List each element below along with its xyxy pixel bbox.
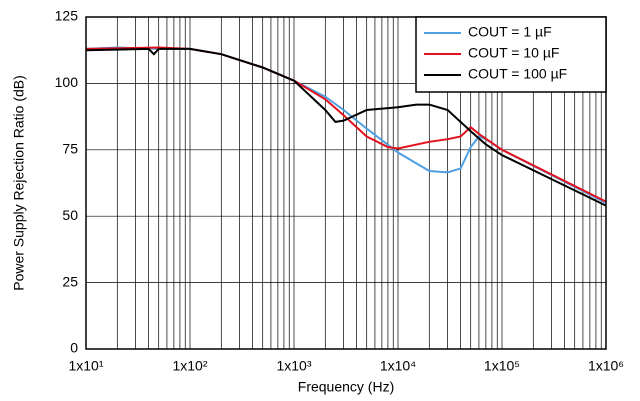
- y-tick-label: 50: [62, 207, 78, 223]
- legend-label: COUT = 10 µF: [468, 45, 559, 61]
- x-tick-label: 1x10⁶: [588, 358, 624, 374]
- x-axis-label: Frequency (Hz): [298, 379, 394, 395]
- y-tick-label: 75: [62, 141, 78, 157]
- x-tick-label: 1x10⁵: [484, 358, 520, 374]
- plot-frame: [85, 16, 607, 350]
- y-tick-label: 100: [55, 74, 79, 90]
- y-axis-label: Power Supply Rejection Ratio (dB): [11, 75, 27, 291]
- line: [85, 47, 607, 207]
- x-tick-label: 1x10³: [276, 358, 311, 374]
- x-tick-label: 1x10¹: [68, 358, 103, 374]
- y-tick-label: 125: [55, 8, 79, 24]
- x-tick-label: 1x10⁴: [380, 358, 416, 374]
- legend-label: COUT = 100 µF: [468, 66, 567, 82]
- x-tick-label: 1x10²: [172, 358, 207, 374]
- legend-label: COUT = 1 µF: [468, 24, 552, 40]
- y-tick-label: 25: [62, 273, 78, 289]
- y-tick-label: 0: [70, 340, 78, 356]
